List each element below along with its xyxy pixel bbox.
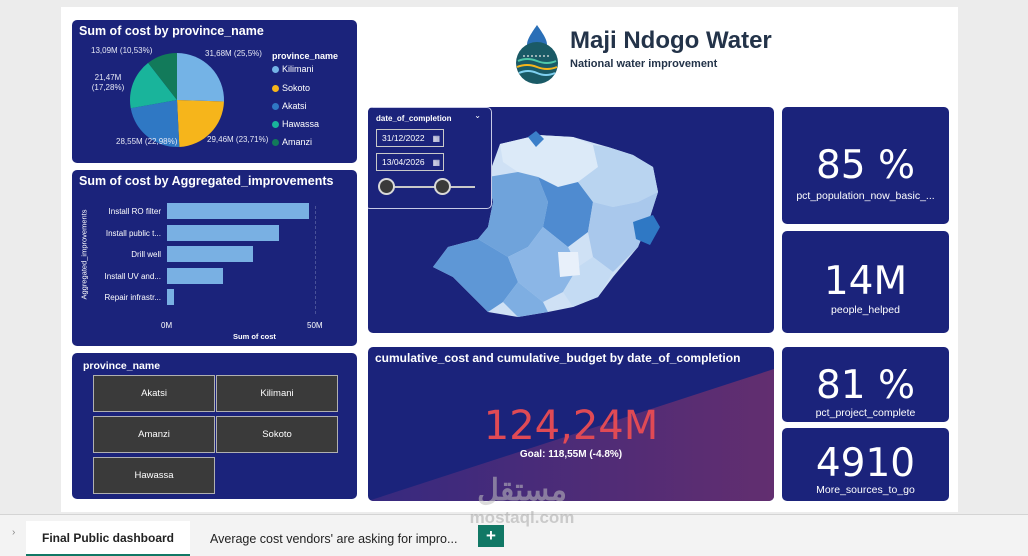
bar-chart-title: Sum of cost by Aggregated_improvements <box>79 174 334 188</box>
slicer-button-sokoto[interactable]: Sokoto <box>216 416 338 453</box>
pie-label-sokoto: 29,46M (23,71%) <box>207 135 269 144</box>
calendar-icon[interactable]: ▦ <box>432 133 441 143</box>
kpi-label-sources: More_sources_to_go <box>816 484 915 496</box>
slicer-button-amanzi[interactable]: Amanzi <box>93 416 215 453</box>
page-tab-bar: › Final Public dashboard Average cost ve… <box>0 514 1028 556</box>
pie-label-akatsi: 28,55M (22,98%) <box>116 137 178 146</box>
pie-slice-amanzi[interactable] <box>148 53 177 100</box>
bar-label: Repair infrastr... <box>104 293 161 302</box>
kpi-label-pct-project: pct_project_complete <box>815 407 916 419</box>
bar[interactable] <box>167 267 224 284</box>
kpi-value-people-helped: 14M <box>823 259 908 304</box>
province-slicer-title: province_name <box>83 360 161 372</box>
legend-item-hawassa[interactable]: Hawassa <box>272 119 319 129</box>
bar-chart-card: Sum of cost by Aggregated_improvements A… <box>72 170 357 346</box>
tab-average-cost-vendors[interactable]: Average cost vendors' are asking for imp… <box>210 532 458 546</box>
province-map[interactable] <box>368 107 774 333</box>
report-canvas: Sum of cost by province_name 31,68M (25,… <box>61 7 958 512</box>
legend-item-kilimani[interactable]: Kilimani <box>272 64 314 74</box>
pie-label-hawassa: 21,47M (17,28%) <box>91 73 125 92</box>
bar[interactable] <box>167 203 310 219</box>
kpi-card-sources: 4910 More_sources_to_go <box>782 428 949 501</box>
bar-chart-grid-line <box>315 206 316 314</box>
brand-header: Maji Ndogo Water National water improvem… <box>513 23 783 87</box>
bar-label: Install public t... <box>105 228 161 238</box>
bar[interactable] <box>167 246 253 262</box>
bar[interactable] <box>167 289 175 305</box>
pie-chart <box>130 53 224 147</box>
bar-label: Install UV and... <box>104 271 161 281</box>
date-range-start-handle[interactable] <box>378 178 395 195</box>
add-page-button[interactable]: + <box>478 525 504 547</box>
bar-label: Install RO filter <box>108 207 161 216</box>
map-card: date_of_completion ⌄ 31/12/2022 ▦ 13/04/2… <box>368 107 774 333</box>
pie-chart-card: Sum of cost by province_name 31,68M (25,… <box>72 20 357 163</box>
brand-subtitle: National water improvement <box>570 58 718 70</box>
pie-legend-title: province_name <box>272 51 339 61</box>
kpi-card-pct-project: 81 % pct_project_complete <box>782 347 949 422</box>
province-slicer-card: province_name Akatsi Kilimani Amanzi Sok… <box>72 353 357 499</box>
kpi-value-pct-project: 81 % <box>815 363 916 408</box>
pie-label-kilimani: 31,68M (25,5%) <box>205 49 262 58</box>
tab-final-public-dashboard[interactable]: Final Public dashboard <box>26 521 190 556</box>
cumulative-title: cumulative_cost and cumulative_budget by… <box>375 351 741 365</box>
slicer-button-hawassa[interactable]: Hawassa <box>93 457 215 494</box>
pie-slice-akatsi[interactable] <box>130 100 180 147</box>
cumulative-card: cumulative_cost and cumulative_budget by… <box>368 347 774 501</box>
bar-chart-tick-50: 50M <box>307 321 323 330</box>
legend-item-akatsi[interactable]: Akatsi <box>272 101 307 111</box>
date-range-end-handle[interactable] <box>434 178 451 195</box>
calendar-icon[interactable]: ▦ <box>432 157 441 167</box>
pie-chart-title: Sum of cost by province_name <box>79 24 264 38</box>
kpi-value-pct-population: 85 % <box>815 143 916 188</box>
scroll-left-icon[interactable]: › <box>12 527 16 538</box>
date-range-track <box>385 186 475 188</box>
slicer-button-kilimani[interactable]: Kilimani <box>216 375 338 412</box>
pie-label-amanzi: 13,09M (10,53%) <box>91 46 153 55</box>
start-date-input[interactable]: 31/12/2022 ▦ <box>376 129 444 147</box>
cumulative-area-chart <box>368 369 774 501</box>
cumulative-value: 124,24M <box>483 403 659 449</box>
legend-item-sokoto[interactable]: Sokoto <box>272 83 310 93</box>
kpi-card-people-helped: 14M people_helped <box>782 231 949 333</box>
end-date-input[interactable]: 13/04/2026 ▦ <box>376 153 444 171</box>
pie-slice-kilimani[interactable] <box>177 53 224 102</box>
kpi-card-pct-population: 85 % pct_population_now_basic_... <box>782 107 949 224</box>
legend-item-amanzi[interactable]: Amanzi <box>272 137 312 147</box>
water-drop-logo-icon <box>516 25 558 84</box>
date-slicer[interactable]: date_of_completion ⌄ 31/12/2022 ▦ 13/04/2… <box>368 107 492 209</box>
pie-slice-hawassa[interactable] <box>130 62 177 109</box>
date-slicer-title: date_of_completion <box>376 114 452 123</box>
brand-title: Maji Ndogo Water <box>570 27 772 54</box>
cumulative-goal: Goal: 118,55M (-4.8%) <box>519 449 623 460</box>
chevron-down-icon[interactable]: ⌄ <box>474 111 481 120</box>
bar-label: Drill well <box>131 250 161 259</box>
bar-chart-xlabel: Sum of cost <box>233 332 276 341</box>
kpi-label-people-helped: people_helped <box>831 304 900 316</box>
kpi-value-sources: 4910 <box>815 441 916 486</box>
bar[interactable] <box>167 224 280 241</box>
pie-slice-sokoto[interactable] <box>177 100 224 147</box>
kpi-label-pct-population: pct_population_now_basic_... <box>796 190 935 202</box>
bar-chart-tick-0: 0M <box>161 321 173 330</box>
slicer-button-akatsi[interactable]: Akatsi <box>93 375 215 412</box>
